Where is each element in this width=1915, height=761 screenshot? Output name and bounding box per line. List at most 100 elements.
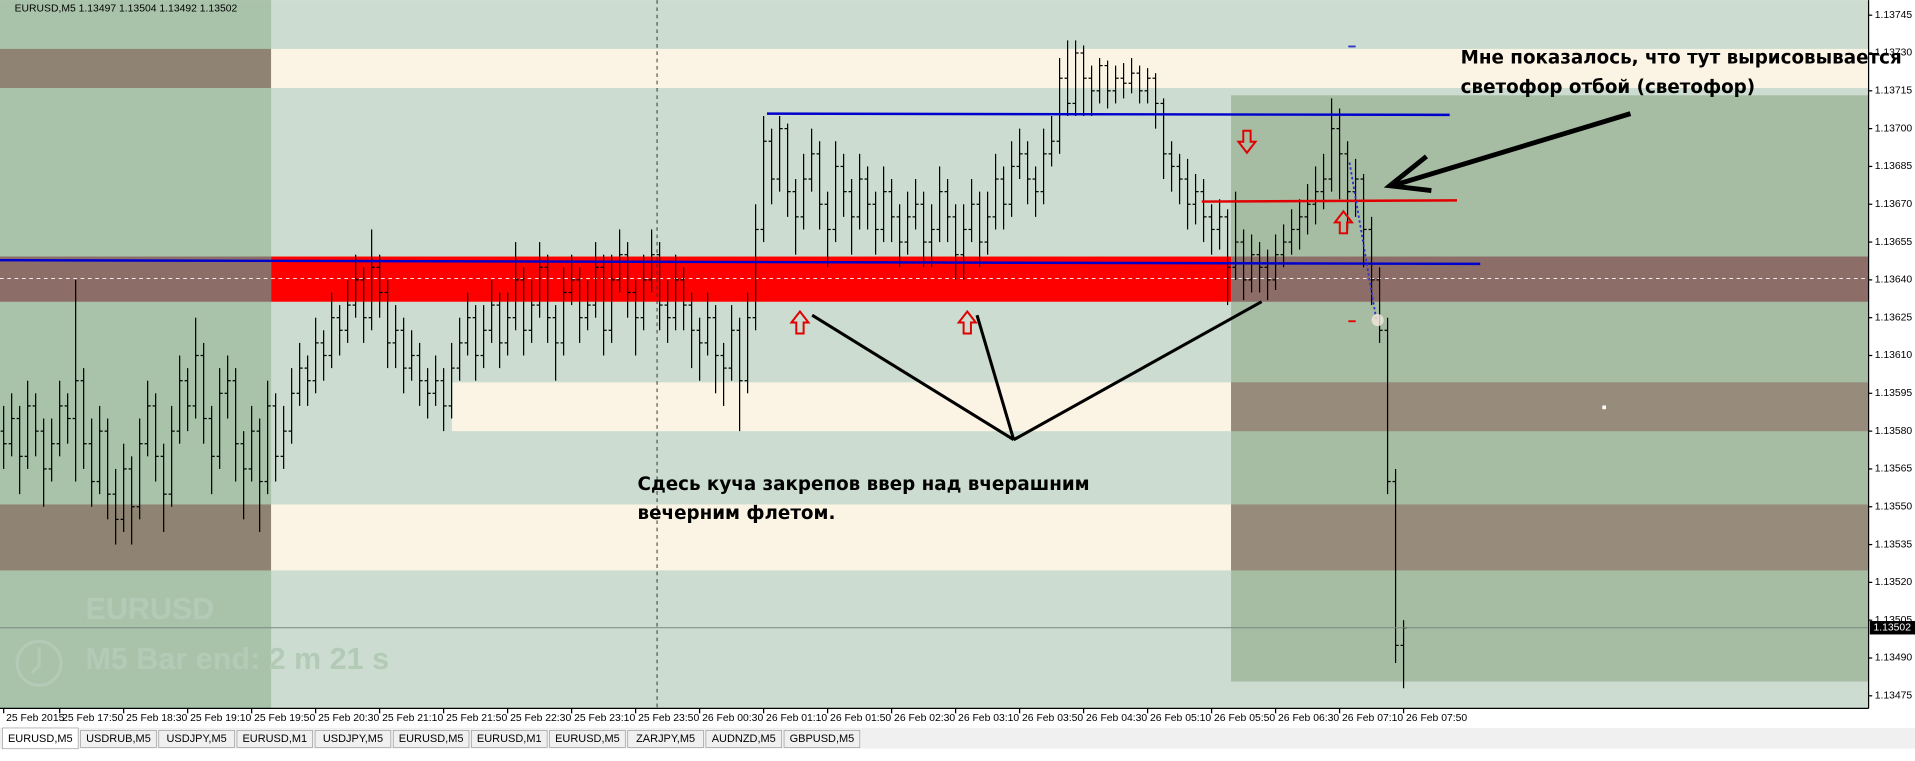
x-tick-label: 26 Feb 05:10	[1150, 713, 1211, 724]
tab-label[interactable]: EURUSD,M5	[8, 733, 73, 745]
y-tick-label: 1.13475	[1875, 691, 1913, 702]
tab-label[interactable]: EURUSD,M1	[477, 733, 542, 745]
tab-label[interactable]: USDJPY,M5	[323, 733, 383, 745]
level-zone	[0, 256, 272, 302]
price-label-bg	[1869, 621, 1915, 635]
indicator-symbol: EURUSD	[85, 592, 214, 626]
tab-label[interactable]: ZARJPY,M5	[636, 733, 695, 745]
tab-label[interactable]: GBPUSD,M5	[790, 733, 855, 745]
y-tick-label: 1.13505	[1875, 615, 1913, 626]
y-tick-label: 1.13595	[1875, 388, 1913, 399]
pointer-line	[811, 313, 1015, 442]
x-tick-label: 26 Feb 06:30	[1278, 713, 1339, 724]
tab[interactable]: EURUSD,M1	[236, 730, 314, 748]
y-tick-label: 1.13655	[1875, 237, 1913, 248]
pointer-line	[1012, 300, 1263, 442]
up-arrow	[1332, 209, 1354, 235]
x-tick-label: 25 Feb 22:30	[510, 713, 571, 724]
x-tick-label: 26 Feb 07:10	[1342, 713, 1403, 724]
tab[interactable]: USDJPY,M5	[314, 730, 392, 748]
tab[interactable]: EURUSD,M1	[471, 730, 548, 748]
trend-line	[766, 112, 1450, 117]
tab[interactable]: EURUSD,M5	[2, 727, 79, 750]
tab-label[interactable]: AUDNZD,M5	[712, 733, 776, 745]
marker	[1602, 405, 1607, 410]
annotation: вечерним флетом.	[638, 503, 836, 524]
status-strip	[0, 748, 1915, 761]
clock-hands	[30, 647, 41, 675]
tab-bg	[2, 727, 79, 750]
tab[interactable]: EURUSD,M5	[392, 730, 470, 748]
tab-bg	[549, 730, 626, 748]
y-tick-label: 1.13580	[1875, 426, 1913, 437]
tab-bg	[471, 730, 548, 748]
tab-bg	[158, 730, 235, 748]
y-tick-label: 1.13610	[1875, 350, 1913, 361]
x-tick-label: 26 Feb 01:10	[766, 713, 827, 724]
drawings: Мне показалось, что тут вырисовывается с…	[0, 3, 1902, 687]
x-tick-label: 26 Feb 05:50	[1214, 713, 1275, 724]
indicator-timer: M5 Bar end: 2 m 21 s	[85, 642, 389, 676]
tab-label[interactable]: EURUSD,M5	[399, 733, 464, 745]
tab-label[interactable]: EURUSD,M1	[242, 733, 307, 745]
y-tick-label: 1.13565	[1875, 464, 1913, 475]
session-zone	[0, 0, 272, 709]
tab-bg	[627, 730, 704, 748]
tab[interactable]: USDJPY,M5	[158, 730, 235, 748]
axes: 1.13745 1.13730 1.13715 1.13700 1.13685 1.136…	[0, 0, 1915, 724]
tab-label[interactable]: USDJPY,M5	[167, 733, 227, 745]
arrow-head	[1383, 154, 1432, 194]
tab-bg	[236, 730, 314, 748]
x-tick-label: 25 Feb 21:50	[446, 713, 507, 724]
y-tick-label: 1.13535	[1875, 539, 1913, 550]
x-tick-label: 26 Feb 03:10	[958, 713, 1019, 724]
annotation: светофор отбой (светофор)	[1461, 77, 1755, 98]
y-tick-label: 1.13670	[1875, 199, 1913, 210]
arrows	[789, 129, 1354, 335]
y-tick-label: 1.13640	[1875, 275, 1913, 286]
tab-bar: EURUSD,M5 USDRUB,M5 USDJPY,M5 EURUSD,M1 USDJ…	[0, 727, 1915, 761]
tab-bg	[314, 730, 392, 748]
resistance-line	[1201, 199, 1458, 203]
x-tick-label: 25 Feb 20:30	[318, 713, 379, 724]
y-tick-label: 1.13685	[1875, 161, 1913, 172]
tab[interactable]: AUDNZD,M5	[705, 730, 782, 748]
clock-face	[15, 639, 63, 687]
tab[interactable]: ZARJPY,M5	[627, 730, 704, 748]
y-tick-label: 1.13520	[1875, 577, 1913, 588]
x-tick-label: 25 Feb 21:10	[382, 713, 443, 724]
tab-bg	[705, 730, 782, 748]
annotation: Мне показалось, что тут вырисовывается	[1461, 48, 1902, 69]
x-tick-label: 26 Feb 03:50	[1022, 713, 1083, 724]
tab-bg	[783, 730, 861, 748]
tab[interactable]: GBPUSD,M5	[783, 730, 861, 748]
x-tick-label: 26 Feb 07:50	[1406, 713, 1467, 724]
price-bars	[0, 40, 1869, 689]
x-tick-label: 26 Feb 00:30	[702, 713, 763, 724]
pointer-arrow	[1391, 111, 1632, 189]
pointer-line	[975, 314, 1016, 441]
tab-label[interactable]: EURUSD,M5	[555, 733, 620, 745]
up-arrow	[956, 309, 978, 335]
x-tick-label: 26 Feb 02:30	[894, 713, 955, 724]
pointer-lines	[811, 111, 1632, 442]
x-tick-label: 25 Feb 19:10	[190, 713, 251, 724]
trend-line	[0, 258, 1481, 266]
tab-bg	[392, 730, 470, 748]
x-tick-label: 25 Feb 19:50	[254, 713, 315, 724]
tab-label[interactable]: USDRUB,M5	[86, 733, 151, 745]
x-tick-label: 26 Feb 01:50	[830, 713, 891, 724]
down-arrow	[1236, 129, 1258, 155]
marker	[1371, 313, 1384, 327]
level-zone	[271, 504, 1232, 571]
chart-title: EURUSD,M5 1.13497 1.13504 1.13492 1.1350…	[15, 3, 238, 14]
x-tick-label: 26 Feb 04:30	[1086, 713, 1147, 724]
tab[interactable]: EURUSD,M5	[549, 730, 626, 748]
x-tick-label: 25 Feb 18:30	[126, 713, 187, 724]
tab-bg	[80, 730, 157, 748]
tab[interactable]: USDRUB,M5	[80, 730, 157, 748]
x-tick-label: 25 Feb 2015	[6, 713, 64, 724]
level-zone	[0, 48, 272, 88]
up-arrow	[789, 309, 811, 335]
